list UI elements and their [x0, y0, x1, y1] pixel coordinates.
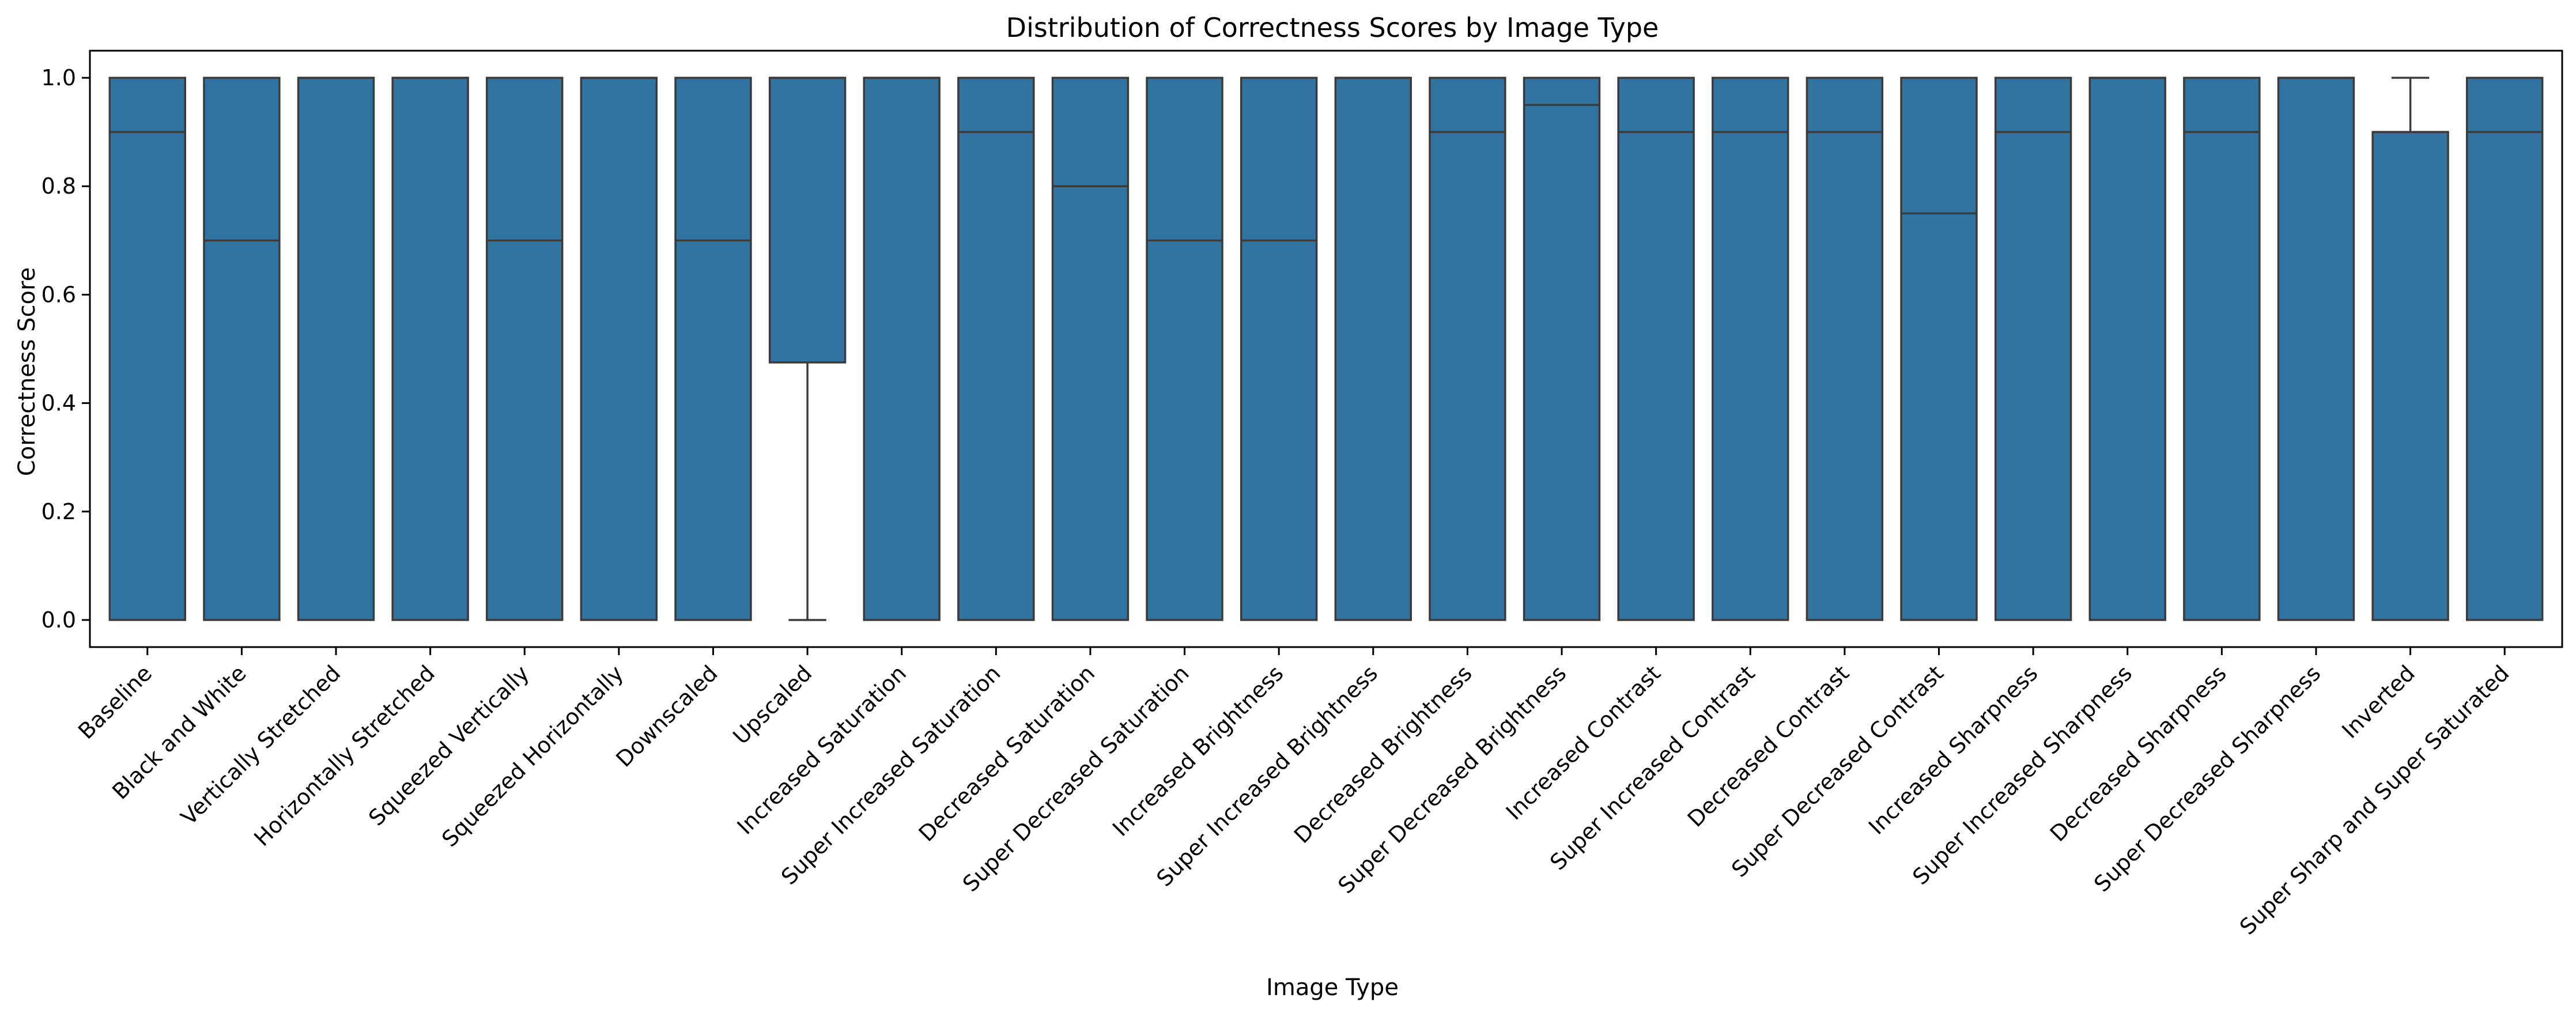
box-group: [863, 77, 940, 621]
box-iqr: [297, 77, 375, 621]
x-tick-label: Horizontally Stretched: [249, 660, 440, 851]
box-iqr: [1429, 77, 1506, 621]
y-tick-label: 0.4: [41, 391, 76, 416]
y-axis-ticks: 0.0 0.2 0.4 0.6 0.8 1.0: [41, 65, 90, 633]
box-iqr: [1146, 77, 1223, 621]
box-group: [674, 77, 752, 621]
box-group: [297, 77, 375, 621]
box-iqr: [1806, 77, 1884, 621]
x-tick-label: Increased Saturation: [732, 660, 911, 839]
box-group: [957, 77, 1035, 621]
y-tick-label: 1.0: [41, 65, 76, 90]
y-axis-label: Correctness Score: [14, 267, 40, 476]
x-tick-label: Decreased Sharpness: [2045, 660, 2231, 846]
box-iqr: [203, 77, 281, 621]
box-iqr: [1051, 77, 1130, 621]
box-iqr: [580, 77, 658, 621]
box-group: [486, 77, 564, 621]
box-iqr: [2465, 77, 2544, 621]
y-tick-label: 0.8: [41, 173, 76, 199]
box-iqr: [674, 77, 752, 621]
box-group: [1523, 77, 1601, 621]
box-iqr: [957, 77, 1035, 621]
chart-title: Distribution of Correctness Scores by Im…: [1006, 12, 1659, 43]
box-group: [1146, 77, 1223, 621]
box-iqr: [1334, 77, 1412, 621]
box-group: [203, 77, 281, 621]
box-iqr: [391, 77, 469, 621]
box-iqr: [1523, 77, 1601, 621]
x-tick-label: Inverted: [2337, 660, 2420, 743]
box-iqr: [2183, 77, 2261, 621]
box-group: [1240, 77, 1318, 621]
x-tick-label: Super Increased Contrast: [1545, 660, 1760, 875]
box-group: [108, 77, 187, 621]
box-group: [2088, 77, 2166, 621]
box-group: [1334, 77, 1412, 621]
box-iqr: [1240, 77, 1318, 621]
box-iqr: [2277, 77, 2355, 621]
box-group: [391, 77, 469, 621]
y-tick-label: 0.6: [41, 282, 76, 307]
x-tick-label: Increased Contrast: [1501, 660, 1665, 825]
box-group: [2465, 77, 2544, 621]
box-group: [1900, 77, 1978, 621]
box-group: [580, 77, 658, 621]
x-tick-label: Decreased Saturation: [914, 660, 1100, 846]
box-iqr: [1900, 77, 1978, 621]
x-tick-label: Baseline: [73, 660, 157, 744]
box-group: [1994, 77, 2072, 621]
box-iqr: [1712, 77, 1789, 621]
x-tick-label: Decreased Contrast: [1683, 660, 1854, 832]
x-axis-label: Image Type: [1266, 974, 1399, 1001]
box-iqr: [1617, 77, 1695, 621]
box-group: [1806, 77, 1884, 621]
box-group: [2371, 77, 2449, 621]
y-tick-label: 0.0: [41, 607, 76, 633]
x-tick-label: Squeezed Vertically: [364, 660, 534, 831]
x-tick-label: Squeezed Horizontally: [437, 660, 628, 852]
box-group: [2183, 77, 2261, 621]
box-iqr: [863, 77, 940, 621]
box-group: [1712, 77, 1789, 621]
x-tick-label: Decreased Brightness: [1289, 660, 1477, 848]
x-tick-label: Increased Sharpness: [1864, 660, 2043, 840]
box-group: [768, 77, 847, 621]
box-iqr: [2371, 131, 2449, 621]
plot-area: [108, 77, 2544, 621]
x-tick-label: Downscaled: [611, 660, 723, 772]
box-group: [1051, 77, 1130, 621]
x-tick-label: Vertically Stretched: [176, 660, 345, 830]
y-tick-label: 0.2: [41, 499, 76, 524]
box-group: [2277, 77, 2355, 621]
x-tick-label: Upscaled: [728, 660, 817, 749]
box-iqr: [2088, 77, 2166, 621]
box-iqr: [768, 77, 847, 364]
box-iqr: [486, 77, 564, 621]
x-tick-label: Increased Brightness: [1108, 660, 1289, 841]
plot-frame: [89, 50, 2563, 648]
box-group: [1617, 77, 1695, 621]
box-group: [1429, 77, 1506, 621]
box-iqr: [1994, 77, 2072, 621]
box-iqr: [108, 77, 187, 621]
